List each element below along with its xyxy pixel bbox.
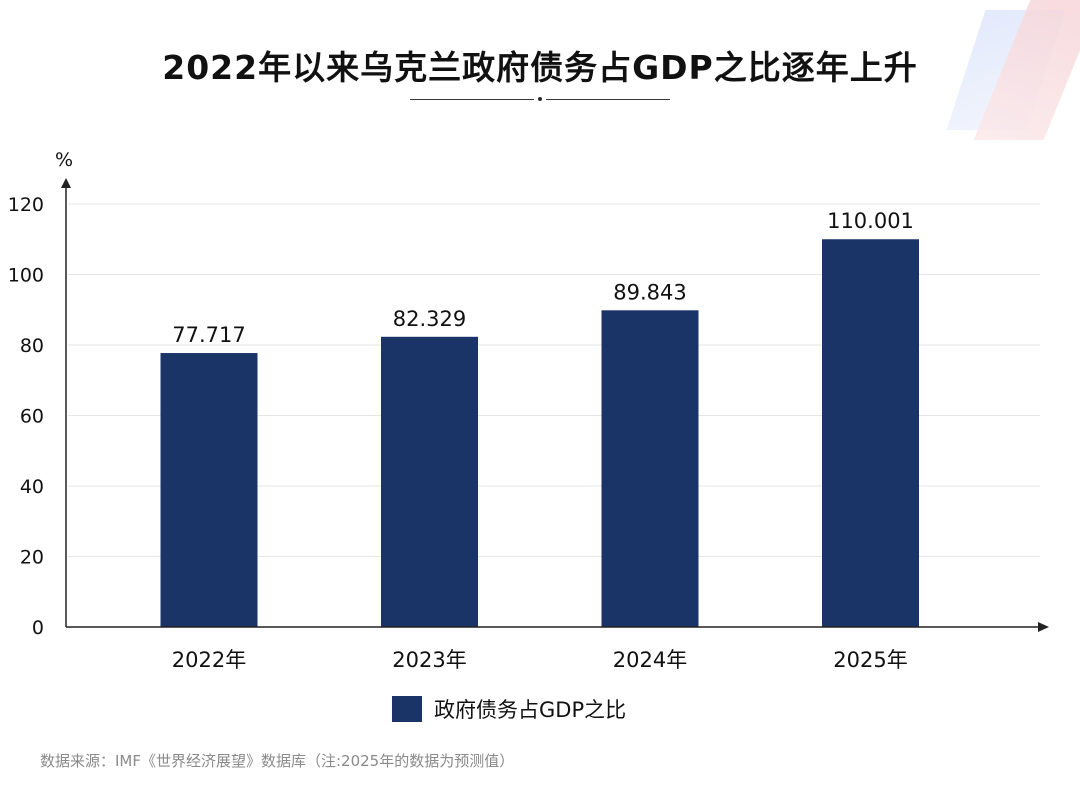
legend: 政府债务占GDP之比	[392, 694, 626, 724]
bar	[601, 310, 699, 627]
legend-swatch	[392, 696, 422, 722]
bar	[822, 239, 919, 628]
y-axis-unit-label: %	[55, 149, 73, 171]
y-tick-label: 60	[20, 406, 44, 428]
data-label: 82.329	[393, 307, 466, 331]
data-label: 89.843	[613, 280, 686, 304]
x-tick-label: 2023年	[392, 648, 466, 672]
title-rule-right	[546, 99, 670, 100]
title-rule-left	[410, 99, 534, 100]
y-axis-arrow	[61, 178, 71, 188]
x-tick-label: 2025年	[833, 648, 907, 672]
legend-label: 政府债务占GDP之比	[434, 698, 627, 722]
x-tick-label: 2024年	[613, 648, 687, 672]
y-tick-label: 0	[32, 617, 44, 639]
x-axis-arrow	[1038, 622, 1049, 632]
data-label: 77.717	[172, 323, 245, 347]
data-label: 110.001	[827, 209, 914, 233]
y-tick-label: 20	[20, 547, 44, 569]
x-tick-label: 2022年	[172, 648, 246, 672]
bar	[160, 353, 258, 627]
y-tick-label: 100	[8, 265, 44, 287]
chart-title: 2022年以来乌克兰政府债务占GDP之比逐年上升	[162, 48, 918, 87]
title-rule-dot	[538, 97, 542, 101]
bar	[381, 336, 478, 627]
y-tick-label: 40	[20, 476, 44, 498]
y-tick-label: 80	[20, 335, 44, 357]
bar-chart: 0 20 40 60 80 100 120% 77.717 2022年 82.329 2023年 89…	[8, 149, 1049, 672]
y-tick-label: 120	[8, 194, 44, 216]
source-note: 数据来源：IMF《世界经济展望》数据库（注:2025年的数据为预测值）	[40, 752, 515, 770]
